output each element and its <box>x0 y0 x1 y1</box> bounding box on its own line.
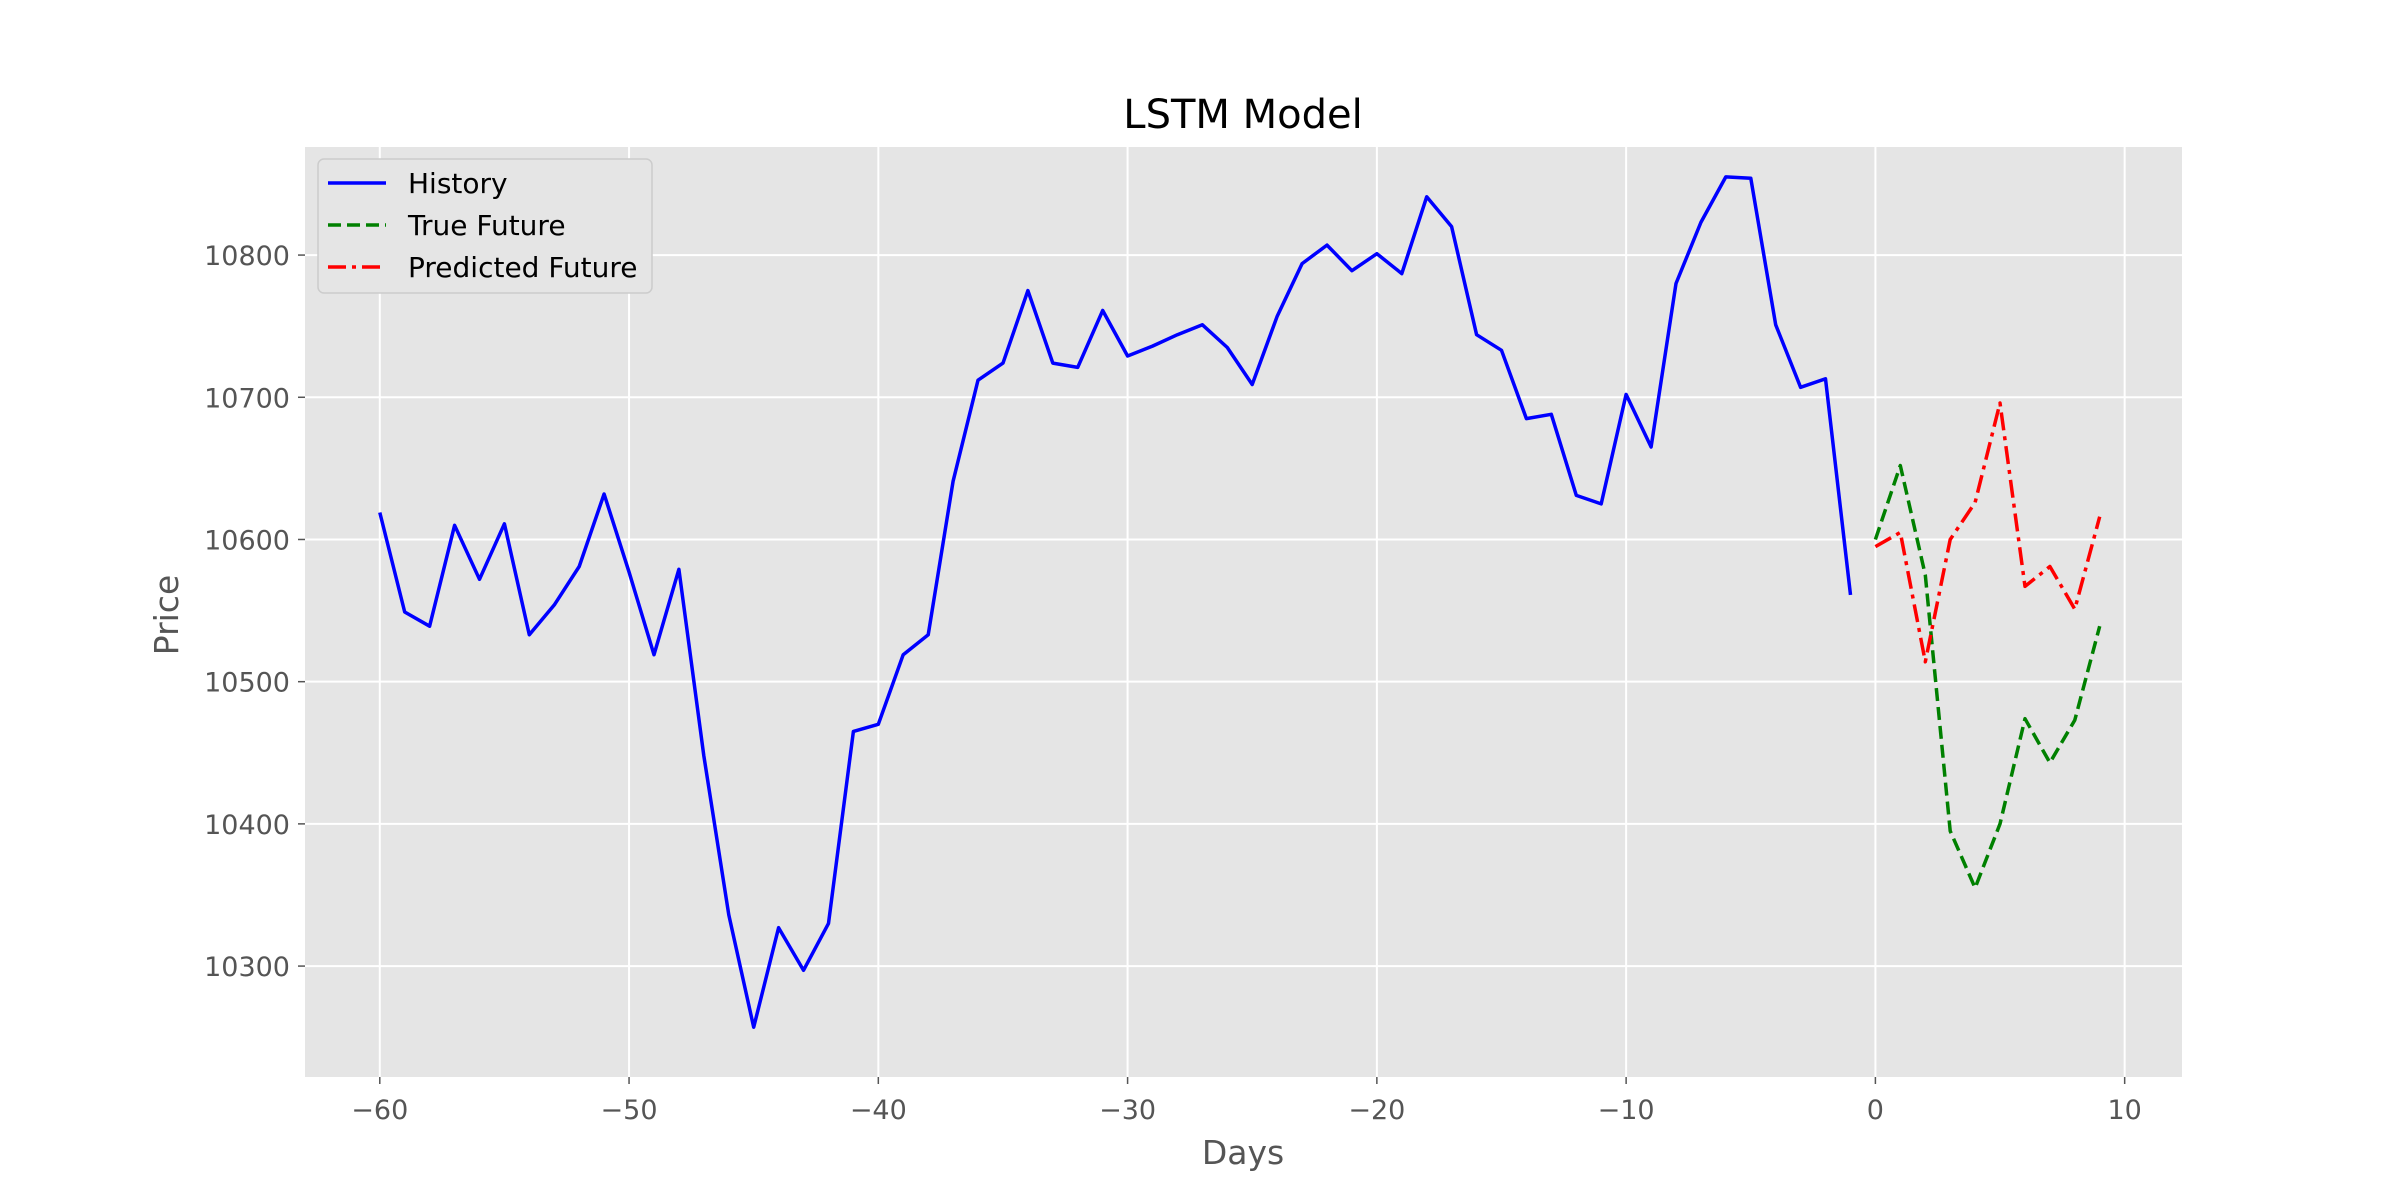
legend-label-true-future: True Future <box>407 209 566 242</box>
y-tick-label: 10500 <box>204 668 290 699</box>
legend-label-history: History <box>408 167 508 200</box>
series-lines <box>378 175 2102 1029</box>
x-axis-title: Days <box>1202 1133 1284 1172</box>
y-tick-label: 10300 <box>204 952 290 983</box>
legend: History True Future Predicted Future <box>317 158 653 294</box>
series-line-predicted-future <box>1874 401 2102 664</box>
legend-label-predicted-future: Predicted Future <box>408 251 638 284</box>
y-tick-label: 10400 <box>204 810 290 841</box>
x-tick-label: −20 <box>1348 1095 1405 1126</box>
x-axis-ticks: −60 −50 −40 −30 −20 −10 0 10 <box>351 1077 2142 1126</box>
x-tick-label: −50 <box>601 1095 658 1126</box>
grid-lines <box>305 147 2182 1077</box>
y-axis-ticks: 10300 10400 10500 10600 10700 10800 <box>204 241 305 983</box>
x-tick-label: −60 <box>351 1095 408 1126</box>
x-tick-label: −30 <box>1099 1095 1156 1126</box>
x-tick-label: −40 <box>850 1095 907 1126</box>
plot-area <box>305 147 2182 1077</box>
y-tick-label: 10800 <box>204 241 290 272</box>
x-tick-label: 0 <box>1867 1095 1884 1126</box>
x-tick-label: −10 <box>1598 1095 1655 1126</box>
series-line-history <box>378 175 1853 1029</box>
legend-box <box>317 158 653 294</box>
chart-title: LSTM Model <box>1123 92 1362 138</box>
x-tick-label: 10 <box>2107 1095 2141 1126</box>
y-tick-label: 10700 <box>204 383 290 414</box>
y-tick-label: 10600 <box>204 525 290 556</box>
series-line-true-future <box>1873 463 2102 890</box>
y-axis-title: Price <box>147 575 186 656</box>
